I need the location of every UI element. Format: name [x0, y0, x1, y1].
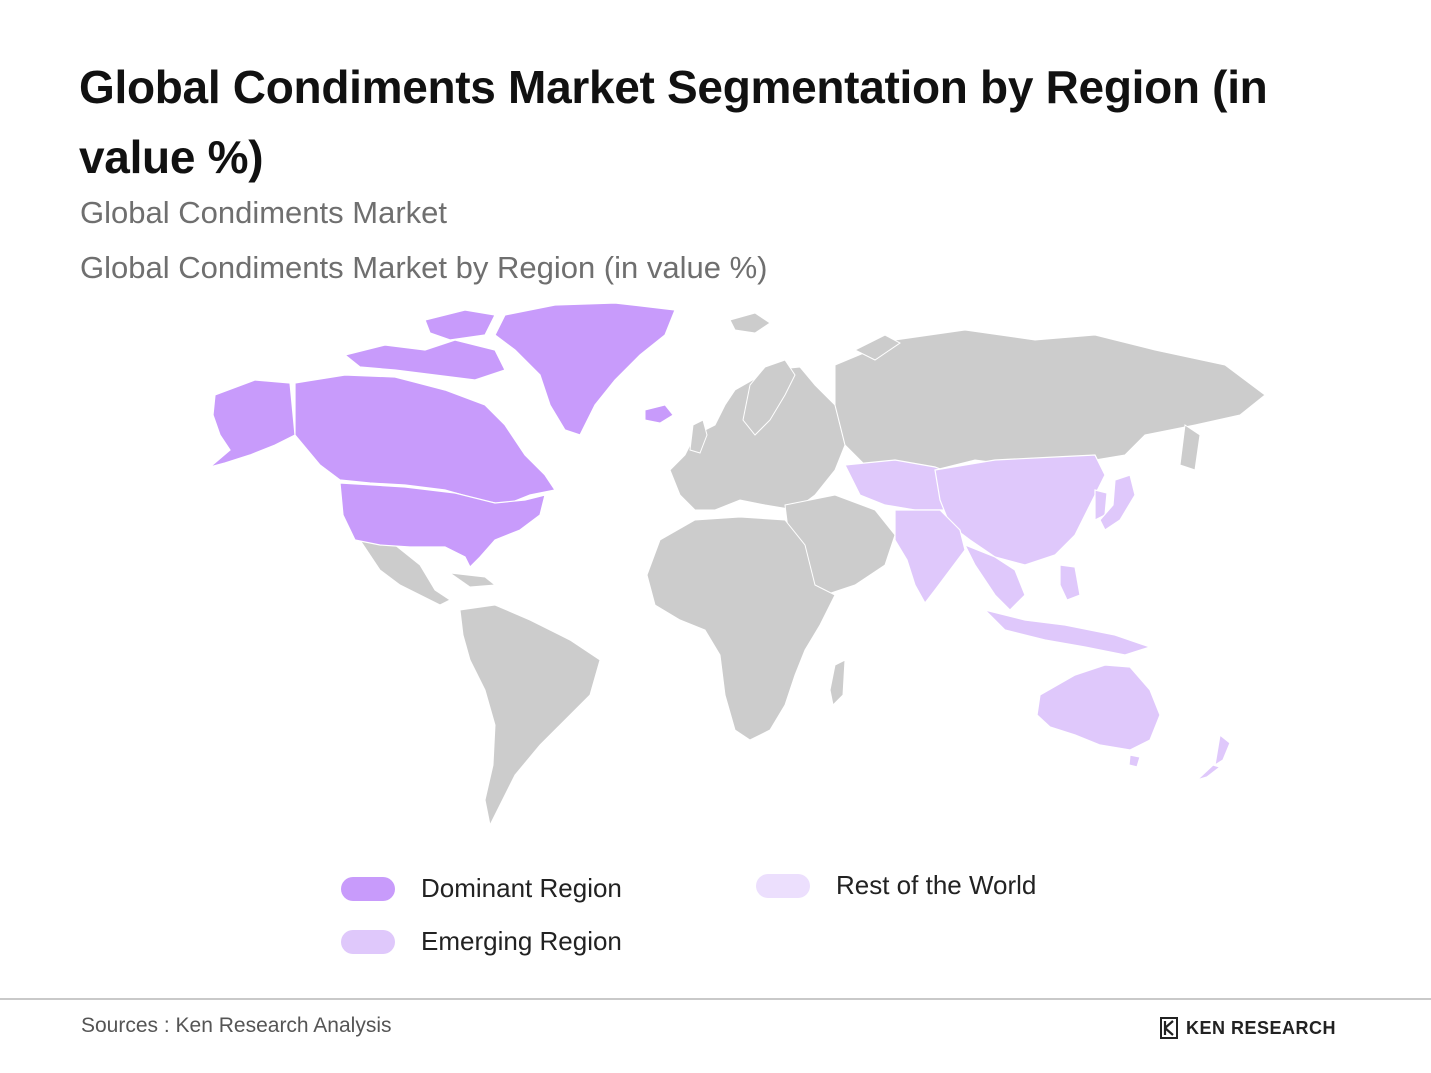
legend-swatch-rest — [756, 873, 810, 898]
region-new-zealand — [1214, 733, 1231, 767]
legend-item-dominant: Dominant Region — [341, 873, 622, 904]
region-madagascar — [829, 659, 846, 707]
region-kamchatka — [1179, 424, 1201, 471]
region-south-america — [459, 604, 601, 827]
region-japan — [1099, 474, 1136, 531]
region-svalbard — [729, 312, 771, 334]
region-new-zealand-south — [1196, 764, 1222, 781]
legend-item-rest: Rest of the World — [756, 870, 1036, 901]
legend-label-dominant: Dominant Region — [421, 873, 622, 903]
brand-name: KEN RESEARCH — [1186, 1017, 1337, 1038]
world-map — [209, 302, 1266, 827]
region-ellesmere — [424, 309, 496, 341]
region-caribbean — [449, 572, 497, 588]
chart-title: Global Condiments Market Segmentation by… — [79, 61, 1268, 183]
region-philippines — [1059, 564, 1081, 601]
region-usa — [339, 482, 546, 569]
region-india — [894, 509, 966, 605]
region-indonesia — [983, 608, 1152, 656]
region-tasmania — [1128, 754, 1141, 768]
region-africa — [646, 516, 836, 741]
region-greenland — [494, 302, 676, 436]
region-canadian-arctic — [343, 339, 506, 381]
legend-swatch-dominant — [341, 876, 395, 901]
region-russia — [834, 329, 1266, 476]
region-scandinavia — [742, 359, 796, 436]
brand: KEN RESEARCH — [1160, 1016, 1336, 1040]
chart-subtitle-detail: Global Condiments Market by Region (in v… — [80, 250, 768, 285]
region-mexico — [358, 539, 451, 606]
chart-subtitle: Global Condiments Market — [80, 195, 447, 230]
region-uk — [689, 419, 708, 454]
region-canada — [294, 374, 556, 506]
legend-label-rest: Rest of the World — [836, 870, 1037, 900]
ken-research-logo-icon — [1160, 1017, 1178, 1039]
legend-label-emerging: Emerging Region — [421, 926, 622, 956]
legend-item-emerging: Emerging Region — [341, 926, 622, 957]
region-southeast-asia — [963, 543, 1026, 611]
region-australia — [1036, 664, 1161, 751]
legend-swatch-emerging — [341, 929, 395, 954]
region-novaya-zemlya — [853, 334, 901, 361]
region-iceland — [644, 404, 674, 424]
footer-divider — [0, 998, 1431, 1000]
region-alaska — [209, 379, 296, 468]
source-note: Sources : Ken Research Analysis — [81, 1014, 392, 1037]
